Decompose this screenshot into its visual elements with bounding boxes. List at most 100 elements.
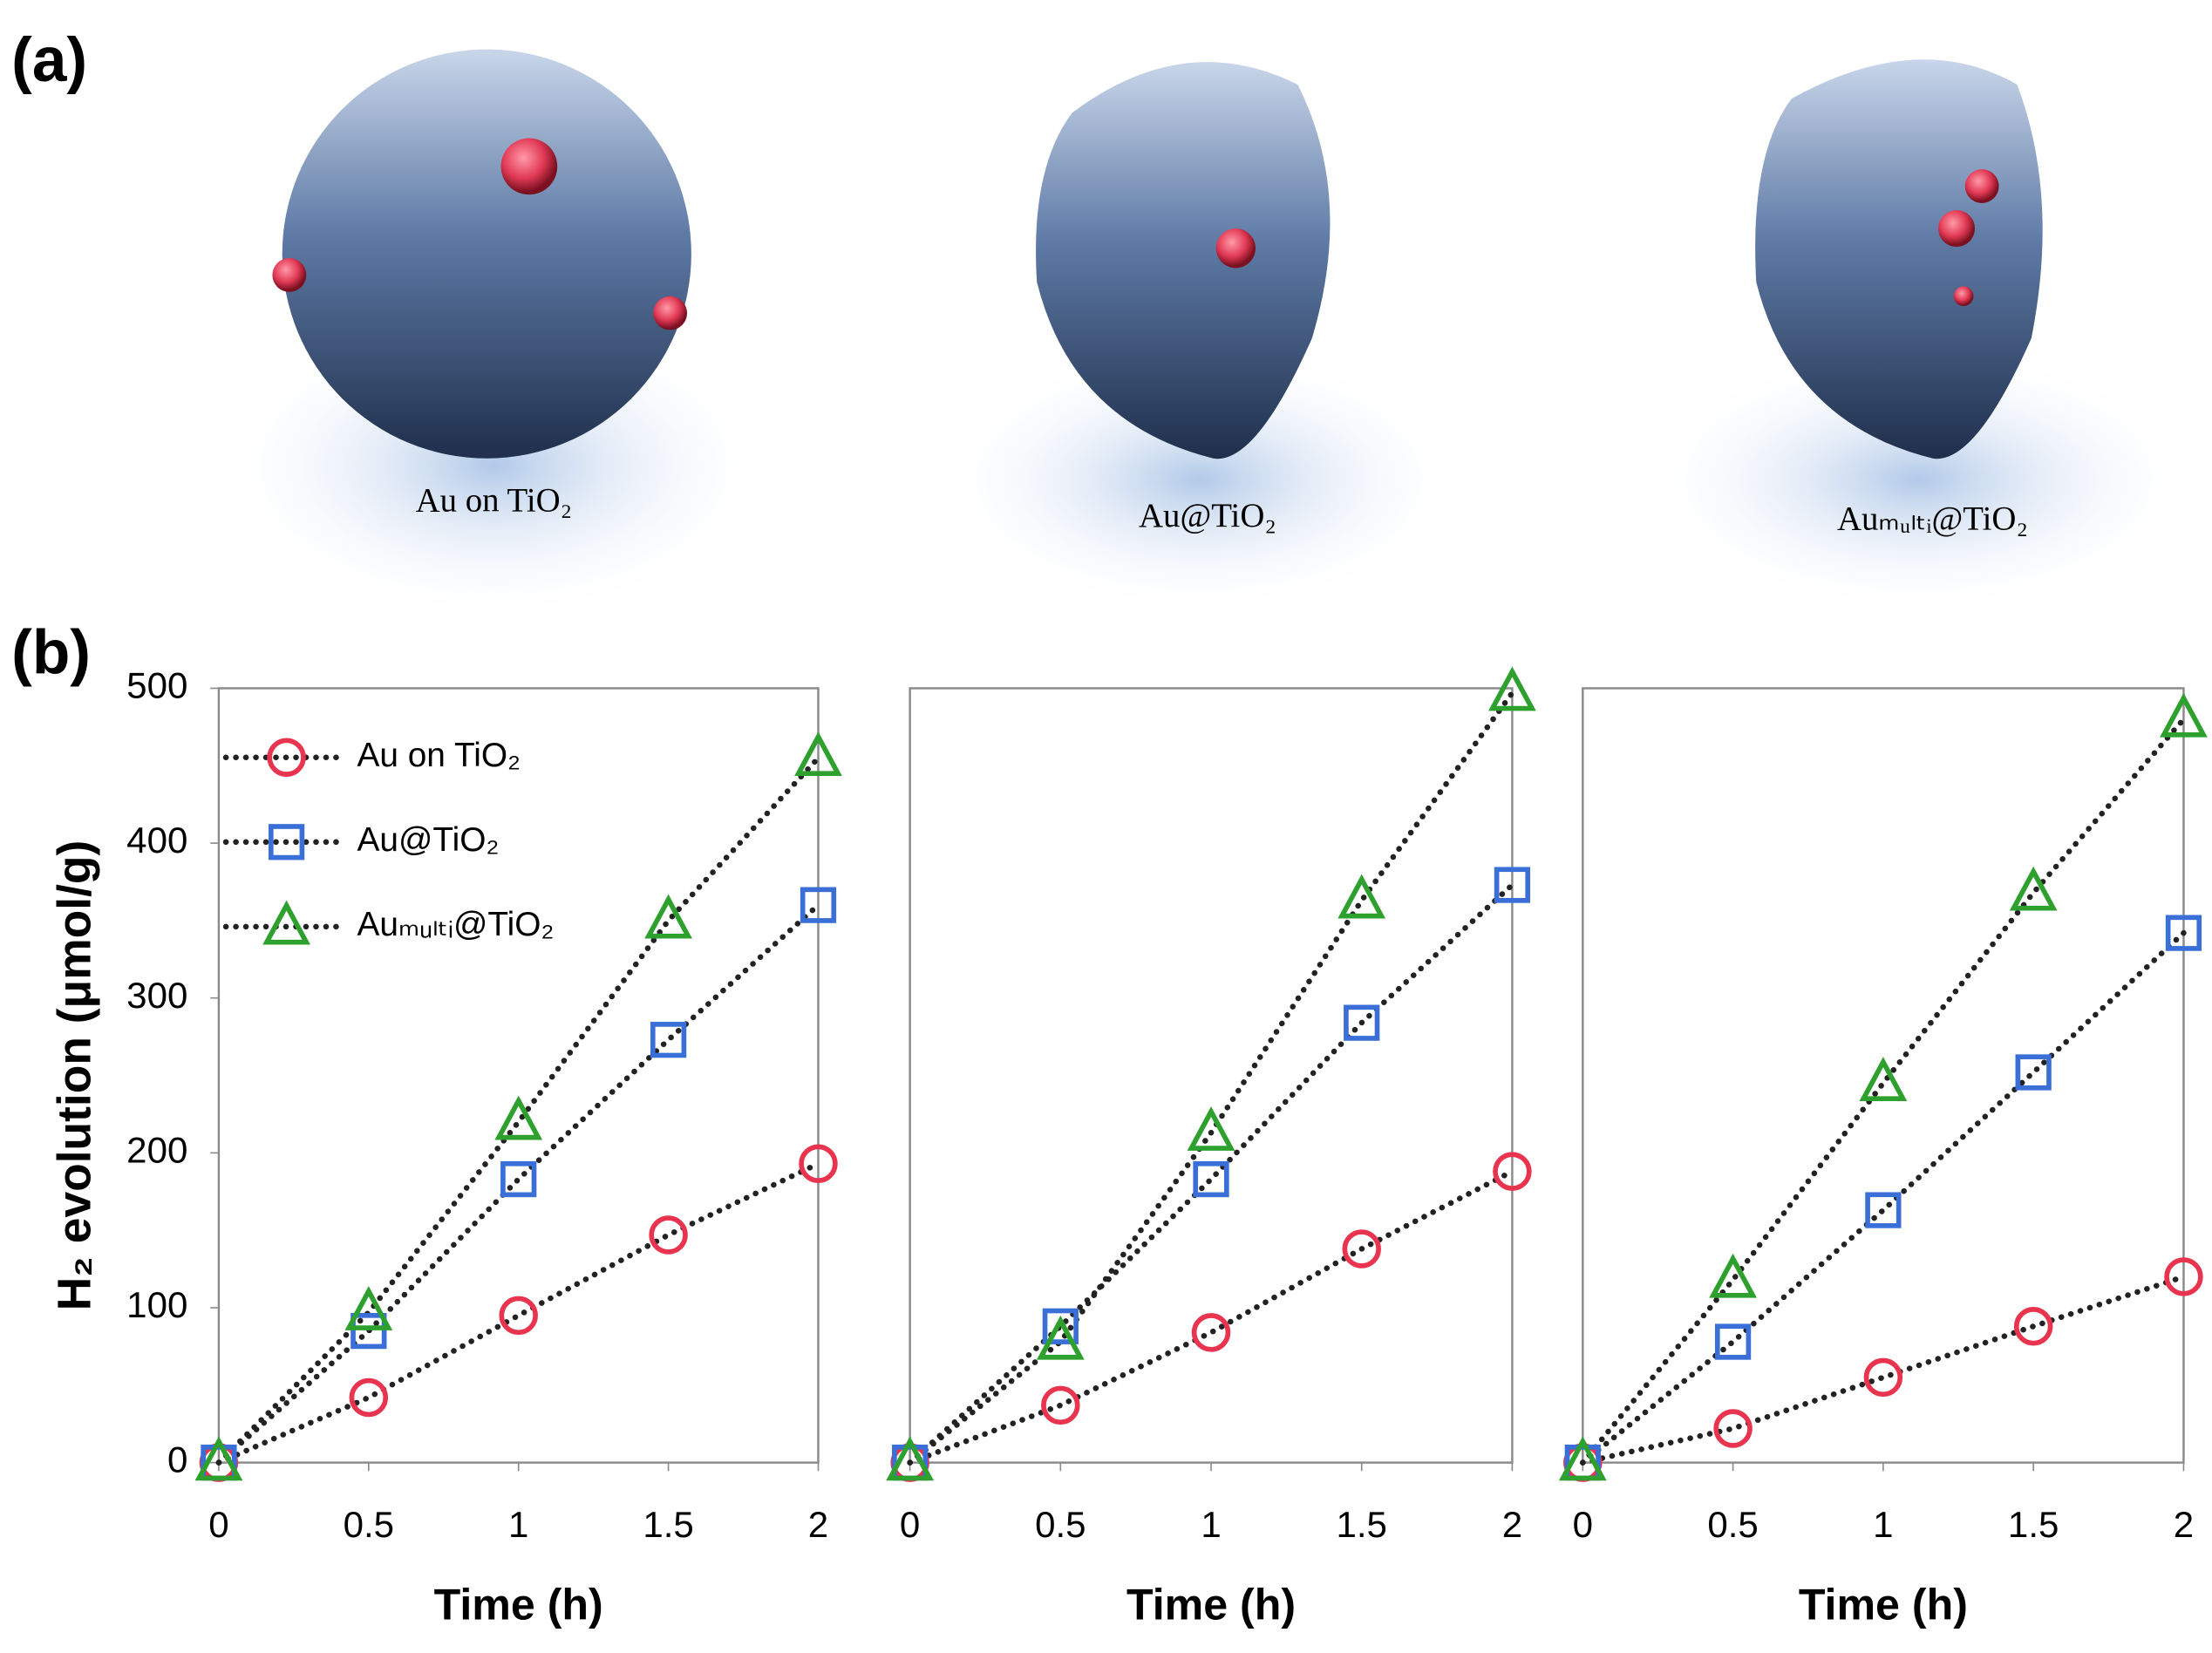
marker: [799, 1144, 838, 1184]
au-particle: [653, 296, 688, 330]
series-line: [1580, 1274, 2187, 1466]
marker: [2013, 1307, 2053, 1346]
marker: [1187, 1106, 1235, 1151]
marker: [1709, 1253, 1757, 1298]
tio2-sphere: [282, 49, 691, 459]
x-tick-label: 2: [2174, 1504, 2194, 1545]
glow: [1636, 345, 2201, 614]
x-axis-label: Time (h): [1126, 1580, 1296, 1629]
y-tick-label: 200: [126, 1129, 187, 1170]
y-tick-label: 500: [126, 665, 187, 706]
marker: [886, 1436, 935, 1481]
y-tick-label: 0: [167, 1439, 187, 1480]
x-axis-label: Time (h): [1799, 1580, 1968, 1629]
marker: [1863, 1357, 1903, 1398]
au-particle: [1964, 169, 1999, 203]
marker: [2165, 915, 2202, 951]
marker: [194, 1436, 243, 1481]
x-tick-label: 2: [808, 1504, 828, 1545]
y-tick-label: 400: [126, 820, 187, 861]
marker: [2160, 692, 2208, 738]
x-tick-label: 0.5: [1035, 1504, 1086, 1545]
illustration-label: Auₘᵤₗₜᵢ@TiO₂: [1837, 500, 2028, 537]
marker: [1337, 874, 1386, 919]
illustration-label: Au@TiO₂: [1139, 497, 1276, 534]
marker: [349, 1378, 389, 1418]
marker: [1488, 666, 1536, 711]
marker: [1713, 1409, 1753, 1448]
marker: [1558, 1436, 1607, 1481]
marker: [1342, 1229, 1381, 1269]
au-particle: [1937, 210, 1976, 248]
marker: [644, 894, 692, 939]
marker: [1344, 1004, 1380, 1041]
marker: [650, 1022, 687, 1058]
panel-label: (a): [11, 26, 87, 95]
glow: [930, 345, 1467, 614]
series-line: [1580, 929, 2187, 1466]
x-tick-label: 2: [1502, 1504, 1522, 1545]
series-line: [215, 755, 821, 1466]
tio2-half-sphere: [1036, 62, 1331, 459]
x-axis-label: Time (h): [434, 1580, 603, 1629]
marker: [1193, 1160, 1229, 1198]
marker: [494, 1095, 543, 1140]
panel-label: (b): [11, 619, 91, 688]
x-tick-label: 1: [1873, 1504, 1893, 1545]
series-line: [215, 1160, 821, 1466]
x-tick-label: 1: [1201, 1504, 1221, 1545]
illustrations: [211, 49, 2201, 621]
x-tick-label: 0: [1573, 1504, 1593, 1545]
marker: [1859, 1057, 1908, 1102]
legend-marker: [268, 824, 305, 861]
legend-label: Au@TiO₂: [357, 821, 499, 859]
marker: [649, 1215, 688, 1255]
au-particle: [272, 258, 307, 292]
plot-frame: [909, 687, 1514, 1464]
marker: [2015, 1054, 2052, 1091]
marker: [2009, 866, 2058, 911]
series-line: [907, 1168, 1515, 1466]
legend-label: Au on TiO₂: [357, 737, 521, 774]
marker: [1714, 1323, 1752, 1360]
series-line: [215, 901, 821, 1466]
x-tick-label: 1.5: [643, 1504, 693, 1545]
marker: [1042, 1308, 1079, 1344]
plot-frame: [217, 687, 820, 1464]
marker: [344, 1286, 393, 1330]
x-tick-label: 1: [508, 1504, 528, 1545]
series-line: [907, 881, 1515, 1466]
au-particle: [1953, 286, 1974, 307]
series-line: [1580, 716, 2187, 1466]
illustration-label: Au on TiO₂: [416, 481, 573, 519]
y-tick-label: 300: [126, 975, 187, 1016]
marker: [800, 887, 837, 923]
marker: [351, 1312, 387, 1350]
marker: [1191, 1313, 1231, 1352]
x-tick-label: 0: [208, 1504, 228, 1545]
plot-frame: [1582, 687, 2185, 1464]
marker: [1494, 867, 1531, 903]
marker: [794, 731, 842, 777]
marker: [1036, 1315, 1085, 1360]
x-tick-label: 1.5: [1336, 1504, 1386, 1545]
legend-marker: [267, 738, 306, 777]
legend-label: Auₘᵤₗₜᵢ@TiO₂: [357, 906, 554, 943]
y-axis-label: H₂ evolution (μmol/g): [49, 840, 100, 1311]
marker: [499, 1296, 538, 1336]
marker: [500, 1160, 537, 1198]
x-tick-label: 0.5: [344, 1504, 394, 1545]
x-tick-label: 0: [900, 1504, 920, 1545]
series-line: [907, 690, 1515, 1466]
au-particle: [500, 138, 558, 195]
x-tick-label: 1.5: [2008, 1504, 2059, 1545]
marker: [1865, 1192, 1902, 1228]
marker: [1041, 1385, 1080, 1425]
marker: [2164, 1257, 2203, 1296]
x-tick-label: 0.5: [1707, 1504, 1758, 1545]
y-tick-label: 100: [126, 1284, 187, 1325]
tio2-half-sphere: [1755, 59, 2043, 459]
marker: [1493, 1152, 1532, 1191]
